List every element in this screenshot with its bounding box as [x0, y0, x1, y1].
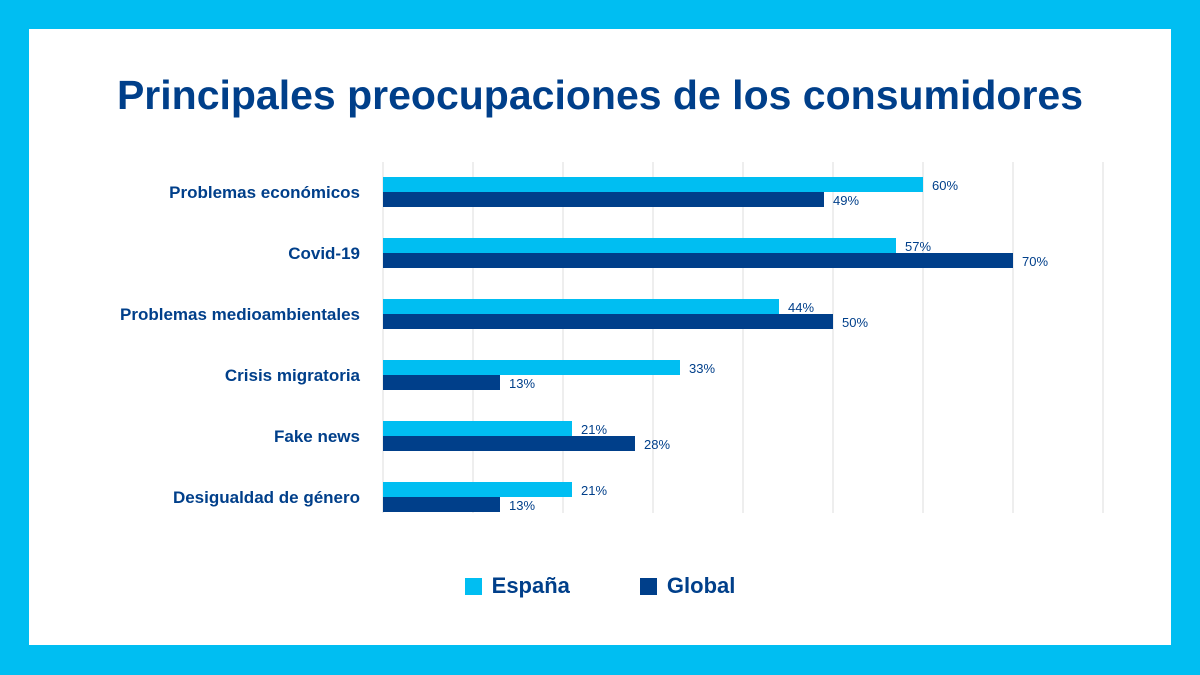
bar-espana: [383, 299, 779, 314]
category-label: Covid-19: [288, 244, 360, 263]
legend-label: Global: [666, 573, 736, 598]
data-label: 13%: [509, 498, 535, 513]
bar-global: [383, 253, 1013, 268]
category-label: Crisis migratoria: [225, 366, 361, 385]
bar-espana: [383, 421, 572, 436]
bar-espana: [383, 238, 896, 253]
data-label: 60%: [932, 178, 958, 193]
chart-title: Principales preocupaciones de los consum…: [116, 72, 1084, 118]
legend-swatch: [464, 577, 482, 595]
data-label: 33%: [689, 361, 715, 376]
legend-item-global: Global: [639, 573, 736, 599]
bar-global: [383, 192, 824, 207]
data-label: 49%: [833, 193, 859, 208]
legend-item-espana: España: [464, 573, 570, 599]
data-label: 28%: [644, 437, 670, 452]
legend-swatch: [639, 577, 657, 595]
category-label: Problemas económicos: [169, 183, 360, 202]
category-label: Desigualdad de género: [173, 488, 360, 507]
category-label: Fake news: [274, 427, 360, 446]
legend: España Global: [0, 573, 1200, 599]
data-label: 70%: [1022, 254, 1048, 269]
bar-espana: [383, 360, 680, 375]
data-label: 44%: [788, 300, 814, 315]
data-label: 57%: [905, 239, 931, 254]
bar-global: [383, 375, 500, 390]
bar-espana: [383, 482, 572, 497]
data-label: 50%: [842, 315, 868, 330]
bar-global: [383, 436, 635, 451]
bar-espana: [383, 177, 923, 192]
bar-global: [383, 314, 833, 329]
data-label: 21%: [581, 422, 607, 437]
bar-global: [383, 497, 500, 512]
legend-label: España: [491, 573, 570, 598]
data-label: 21%: [581, 483, 607, 498]
data-label: 13%: [509, 376, 535, 391]
chart-card: [29, 29, 1171, 645]
category-label: Problemas medioambientales: [120, 305, 360, 324]
